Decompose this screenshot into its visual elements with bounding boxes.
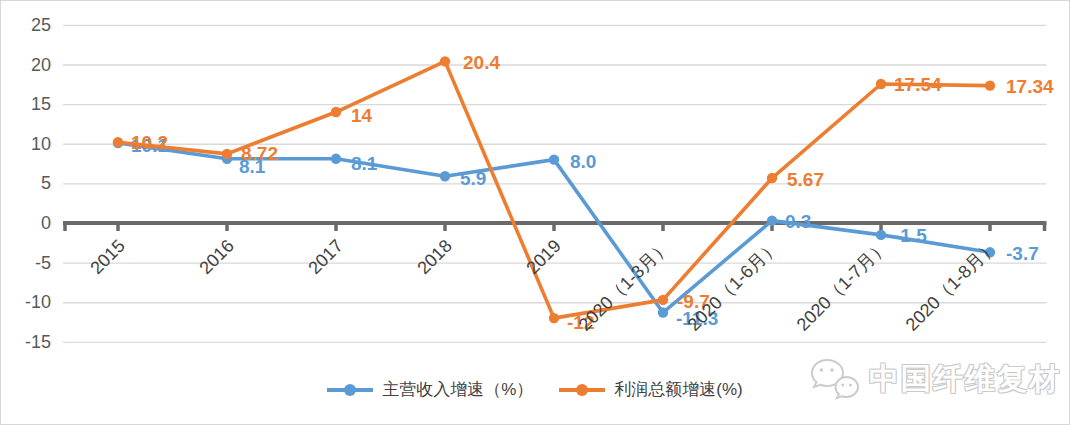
svg-text:17.34: 17.34	[1006, 76, 1054, 97]
legend-item-revenue-growth: 主营收入增速（%）	[327, 378, 533, 401]
svg-text:2020（1-6月）: 2020（1-6月）	[684, 236, 783, 335]
line-marker-icon	[559, 385, 605, 395]
svg-text:2018: 2018	[413, 236, 455, 278]
svg-text:8.0: 8.0	[570, 151, 596, 172]
legend-item-profit-growth: 利润总额增速(%)	[559, 378, 742, 401]
svg-text:2020（1-3月）: 2020（1-3月）	[575, 236, 674, 335]
svg-text:0: 0	[41, 213, 51, 233]
wechat-icon	[809, 357, 861, 401]
watermark: 中国纤维复材	[809, 357, 1061, 401]
svg-text:17.54: 17.54	[894, 74, 942, 95]
svg-text:5: 5	[41, 173, 51, 193]
watermark-text: 中国纤维复材	[869, 359, 1061, 400]
legend-label: 利润总额增速(%)	[614, 378, 742, 401]
svg-text:15: 15	[31, 94, 51, 114]
svg-text:8.72: 8.72	[241, 143, 278, 164]
svg-text:25: 25	[31, 15, 51, 35]
svg-text:5.9: 5.9	[460, 168, 486, 189]
svg-text:2015: 2015	[86, 236, 128, 278]
chart-page: 2520151050-5-10-1510.18.18.15.98.0-11.30…	[0, 0, 1070, 425]
svg-text:-5: -5	[35, 253, 51, 273]
svg-text:10: 10	[31, 134, 51, 154]
svg-text:-3.7: -3.7	[1006, 243, 1039, 264]
svg-text:2017: 2017	[304, 236, 346, 278]
svg-text:5.67: 5.67	[787, 169, 824, 190]
svg-text:-10: -10	[25, 292, 51, 312]
svg-text:-15: -15	[25, 332, 51, 352]
svg-text:2020（1-7月）: 2020（1-7月）	[793, 236, 892, 335]
line-marker-icon	[327, 385, 373, 395]
svg-text:2019: 2019	[522, 236, 564, 278]
svg-text:0.3: 0.3	[785, 211, 811, 232]
svg-text:20.4: 20.4	[463, 52, 500, 73]
legend-label: 主营收入增速（%）	[382, 378, 533, 401]
svg-text:8.1: 8.1	[351, 153, 378, 174]
svg-text:20: 20	[31, 55, 51, 75]
svg-text:2016: 2016	[195, 236, 237, 278]
svg-text:14: 14	[351, 105, 373, 126]
svg-text:2020（1-8月）: 2020（1-8月）	[902, 236, 1001, 335]
svg-text:-1.5: -1.5	[894, 225, 927, 246]
svg-text:10.2: 10.2	[131, 132, 168, 153]
